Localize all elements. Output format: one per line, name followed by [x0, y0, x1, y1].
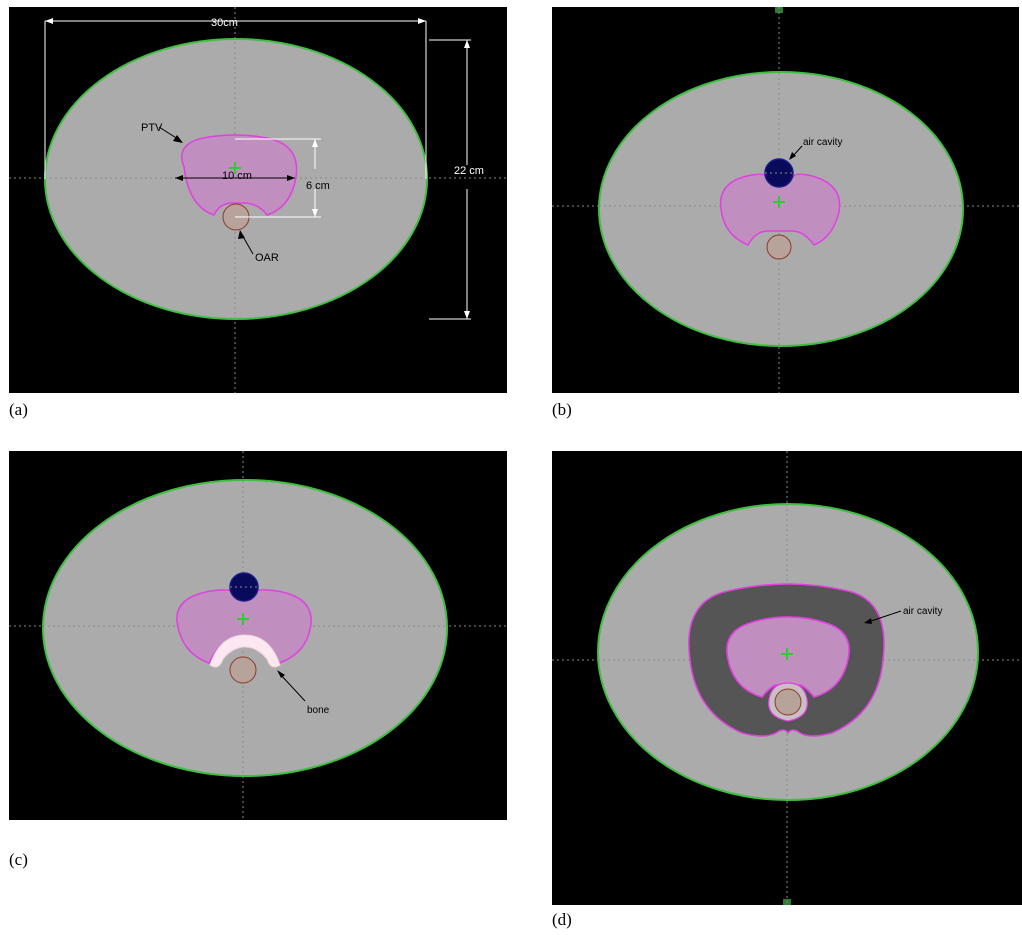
- oar-contour: [766, 234, 792, 260]
- oar-label: OAR: [255, 252, 279, 264]
- ptv-contour: [719, 173, 841, 246]
- isocenter-marker: [781, 648, 793, 660]
- ptv-width-label: 10 cm: [222, 170, 252, 182]
- air-cavity-label: air cavity: [803, 137, 842, 148]
- caption-c: (c): [9, 850, 28, 869]
- ptv-height-label: 6 cm: [306, 180, 330, 192]
- panel-b-image: air cavity: [552, 7, 1019, 393]
- panel-c: bone: [9, 451, 507, 820]
- bone-structure: [209, 634, 281, 668]
- caption-d: (d): [552, 910, 572, 929]
- panel-b: air cavity: [552, 7, 1019, 393]
- bone-label: bone: [307, 705, 330, 716]
- oar-contour: [774, 688, 802, 716]
- oar-contour: [229, 656, 257, 684]
- air-cavity: [764, 158, 794, 188]
- air-cavity-label: air cavity: [903, 606, 942, 617]
- top-marker: [775, 7, 783, 13]
- ptv-contour: [181, 134, 298, 216]
- panel-a: 30cm 22 cm 10 cm 6 cm PTV OAR: [9, 7, 507, 393]
- caption-a: (a): [9, 400, 28, 419]
- isocenter-marker: [237, 613, 249, 625]
- caption-b: (b): [552, 400, 572, 419]
- panel-d-image: air cavity: [552, 451, 1022, 905]
- panel-c-image: bone: [9, 451, 507, 820]
- height-label: 22 cm: [454, 165, 484, 177]
- width-label: 30cm: [211, 17, 238, 29]
- isocenter-marker: [773, 196, 785, 208]
- isocenter-marker: [229, 162, 241, 174]
- panel-d: air cavity: [552, 451, 1022, 905]
- air-cavity: [229, 572, 259, 602]
- panel-a-image: 30cm 22 cm 10 cm 6 cm PTV OAR: [9, 7, 507, 393]
- ptv-label: PTV: [141, 122, 163, 134]
